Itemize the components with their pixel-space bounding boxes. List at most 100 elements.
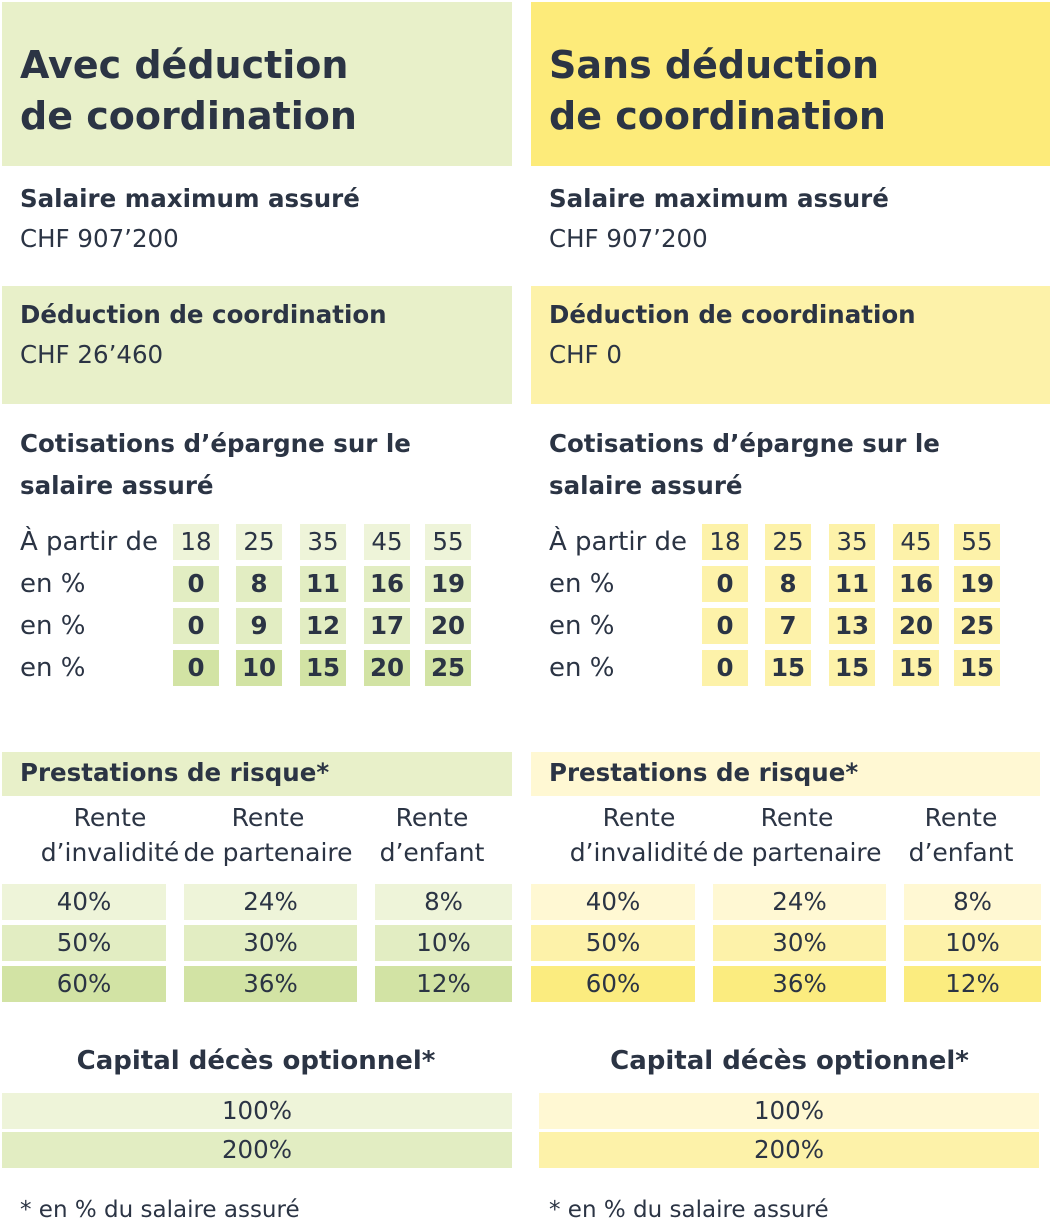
age-cell: 18	[173, 524, 219, 560]
risk-cell: 10%	[904, 925, 1041, 961]
risk-cell: 36%	[184, 966, 357, 1002]
rate-row-label: en %	[20, 611, 86, 641]
deduction-label: Déduction de coordination	[549, 300, 916, 329]
risk-head-line2: d’invalidité	[40, 838, 180, 867]
risk-cell: 60%	[531, 966, 695, 1002]
rate-row-label: en %	[20, 569, 86, 599]
risk-head-line2: de partenaire	[712, 838, 882, 867]
rate-cell: 12	[300, 608, 346, 644]
age-cell: 25	[236, 524, 282, 560]
age-row-label: À partir de	[549, 527, 688, 557]
rate-cell: 7	[765, 608, 811, 644]
risk-cell: 50%	[2, 925, 166, 961]
rate-cell: 8	[765, 566, 811, 602]
age-row-label: À partir de	[20, 527, 159, 557]
rate-cell: 16	[893, 566, 939, 602]
column-title: Sans déduction de coordination	[549, 40, 886, 142]
rate-cell: 0	[173, 650, 219, 686]
risk-head-line2: de partenaire	[183, 838, 353, 867]
deduction-value: CHF 26’460	[20, 340, 164, 369]
contrib-label-2: salaire assuré	[20, 471, 214, 500]
contrib-label-1: Cotisations d’épargne sur le	[20, 429, 411, 458]
rate-row-label: en %	[549, 569, 615, 599]
risk-head-line1: Rente	[73, 803, 147, 832]
deduction-label: Déduction de coordination	[20, 300, 387, 329]
risk-head-line2: d’invalidité	[569, 838, 709, 867]
title-line-1: Avec déduction	[20, 43, 349, 87]
rate-cell: 25	[954, 608, 1000, 644]
rate-cell: 10	[236, 650, 282, 686]
column-with-coordination: Avec déduction de coordination Salaire m…	[0, 0, 512, 1228]
risk-cell: 12%	[904, 966, 1041, 1002]
risk-cell: 40%	[531, 884, 695, 920]
footnote: * en % du salaire assuré	[20, 1197, 300, 1223]
risk-title: Prestations de risque*	[20, 758, 330, 787]
risk-title: Prestations de risque*	[549, 758, 859, 787]
rate-cell: 19	[425, 566, 471, 602]
risk-head-line1: Rente	[231, 803, 305, 832]
rate-row-label: en %	[549, 653, 615, 683]
capital-row: 100%	[2, 1093, 512, 1129]
contrib-label-1: Cotisations d’épargne sur le	[549, 429, 940, 458]
column-without-coordination: Sans déduction de coordination Salaire m…	[529, 0, 1050, 1228]
salary-value: CHF 907’200	[549, 224, 708, 253]
age-cell: 55	[425, 524, 471, 560]
deduction-value: CHF 0	[549, 340, 622, 369]
title-line-1: Sans déduction	[549, 43, 880, 87]
rate-row-label: en %	[20, 653, 86, 683]
rate-cell: 0	[702, 566, 748, 602]
risk-cell: 24%	[184, 884, 357, 920]
age-cell: 35	[300, 524, 346, 560]
risk-head-line2: d’enfant	[908, 838, 1014, 867]
capital-row: 100%	[539, 1093, 1039, 1129]
rate-cell: 15	[893, 650, 939, 686]
age-cell: 18	[702, 524, 748, 560]
risk-cell: 30%	[713, 925, 886, 961]
rate-cell: 20	[364, 650, 410, 686]
header-without-coordination: Sans déduction de coordination	[531, 2, 1050, 166]
column-title: Avec déduction de coordination	[20, 40, 357, 142]
risk-cell: 30%	[184, 925, 357, 961]
footnote: * en % du salaire assuré	[549, 1197, 829, 1223]
risk-title-bar: Prestations de risque*	[2, 752, 512, 796]
age-cell: 45	[364, 524, 410, 560]
risk-cell: 8%	[375, 884, 512, 920]
risk-cell: 24%	[713, 884, 886, 920]
rate-cell: 17	[364, 608, 410, 644]
salary-label: Salaire maximum assuré	[20, 184, 360, 213]
title-line-2: de coordination	[549, 94, 886, 138]
rate-cell: 0	[702, 650, 748, 686]
rate-cell: 8	[236, 566, 282, 602]
title-line-2: de coordination	[20, 94, 357, 138]
capital-row: 200%	[539, 1132, 1039, 1168]
risk-cell: 8%	[904, 884, 1041, 920]
rate-cell: 15	[765, 650, 811, 686]
capital-title: Capital décès optionnel*	[76, 1046, 436, 1076]
age-cell: 55	[954, 524, 1000, 560]
risk-head-line1: Rente	[760, 803, 834, 832]
rate-cell: 11	[829, 566, 875, 602]
risk-head-line1: Rente	[924, 803, 998, 832]
rate-cell: 13	[829, 608, 875, 644]
risk-cell: 60%	[2, 966, 166, 1002]
age-cell: 25	[765, 524, 811, 560]
header-with-coordination: Avec déduction de coordination	[2, 2, 512, 166]
risk-cell: 36%	[713, 966, 886, 1002]
risk-cell: 10%	[375, 925, 512, 961]
rate-cell: 0	[173, 608, 219, 644]
rate-row-label: en %	[549, 611, 615, 641]
rate-cell: 25	[425, 650, 471, 686]
rate-cell: 20	[893, 608, 939, 644]
risk-title-bar: Prestations de risque*	[531, 752, 1040, 796]
rate-cell: 15	[829, 650, 875, 686]
contrib-label-2: salaire assuré	[549, 471, 743, 500]
deduction-box: Déduction de coordination CHF 26’460	[2, 286, 512, 404]
rate-cell: 15	[300, 650, 346, 686]
risk-head-line2: d’enfant	[379, 838, 485, 867]
risk-cell: 12%	[375, 966, 512, 1002]
risk-cell: 50%	[531, 925, 695, 961]
rate-cell: 16	[364, 566, 410, 602]
rate-cell: 20	[425, 608, 471, 644]
risk-cell: 40%	[2, 884, 166, 920]
age-cell: 35	[829, 524, 875, 560]
